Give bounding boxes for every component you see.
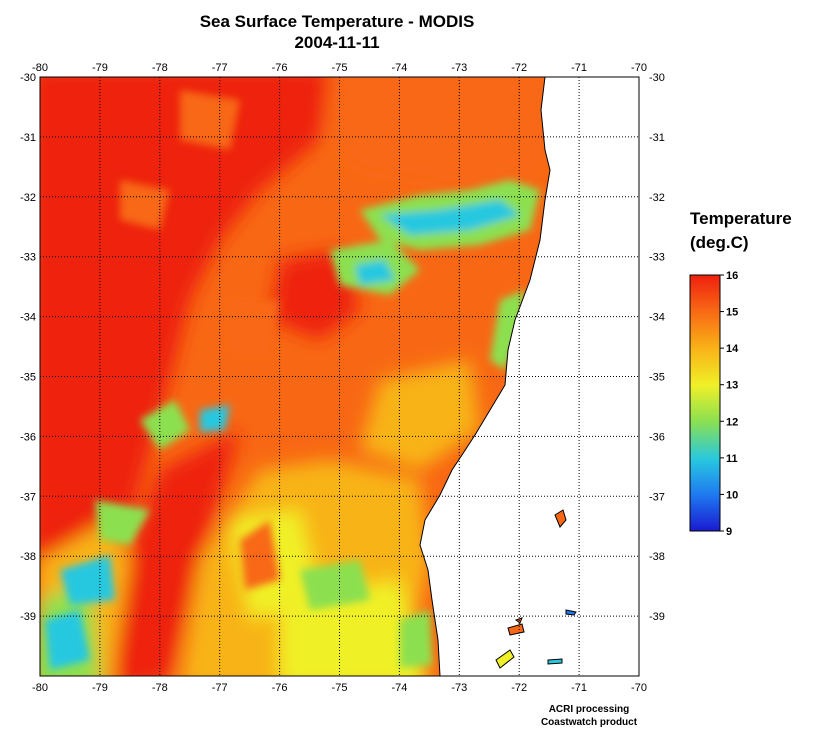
colorbar-tick-label: 14 (726, 343, 739, 355)
map-title: Sea Surface Temperature - MODIS (200, 12, 475, 31)
lon-tick-label: -71 (571, 62, 587, 74)
lat-tick-label: -33 (20, 252, 36, 264)
lon-tick-label: -75 (332, 62, 348, 74)
lat-tick-label: -34 (20, 312, 36, 324)
lon-tick-label: -70 (631, 62, 647, 74)
lon-tick-label: -79 (92, 62, 108, 74)
lat-tick-label: -36 (20, 431, 36, 443)
lat-tick-label: -39 (20, 611, 36, 623)
graticule (40, 77, 639, 676)
lon-ticks-top: -80 -79 -78 -77 -76 -75 -74 -73 -72 -71 -70 (32, 62, 647, 74)
lat-tick-label: -33 (649, 252, 665, 264)
lat-tick-label: -32 (20, 192, 36, 204)
lat-tick-label: -31 (649, 132, 665, 144)
lon-tick-label: -77 (212, 62, 228, 74)
lat-tick-label: -37 (649, 491, 665, 503)
lon-tick-label: -74 (391, 682, 407, 694)
lon-ticks-bottom: -80 -79 -78 -77 -76 -75 -74 -73 -72 -71 -70 (32, 682, 647, 694)
lat-ticks-right: -30 -31 -32 -33 -34 -35 -36 -37 -38 -39 (649, 72, 665, 623)
island (507, 623, 525, 636)
lat-tick-label: -31 (20, 132, 36, 144)
colorbar-tick-label: 12 (726, 416, 738, 428)
lat-tick-label: -34 (649, 312, 665, 324)
lon-tick-label: -70 (631, 682, 647, 694)
island (547, 658, 563, 665)
lat-tick-label: -32 (649, 192, 665, 204)
lat-tick-label: -39 (649, 611, 665, 623)
lon-tick-label: -73 (451, 62, 467, 74)
lon-tick-label: -79 (92, 682, 108, 694)
colorbar-tick-label: 13 (726, 380, 738, 392)
map-date: 2004-11-11 (294, 33, 379, 52)
lon-tick-label: -71 (571, 682, 587, 694)
lon-tick-label: -78 (152, 682, 168, 694)
lon-tick-label: -76 (272, 682, 288, 694)
lon-tick-label: -77 (212, 682, 228, 694)
colorbar-tick-label: 9 (726, 526, 732, 538)
colorbar-tick-label: 10 (726, 489, 738, 501)
lon-tick-label: -78 (152, 62, 168, 74)
island (495, 649, 515, 669)
credit-processing: ACRI processing (549, 704, 630, 715)
lon-tick-label: -80 (32, 682, 48, 694)
lon-tick-label: -80 (32, 62, 48, 74)
lat-tick-label: -35 (20, 372, 36, 384)
colorbar-units: (deg.C) (690, 233, 749, 252)
colorbar-tick-label: 15 (726, 307, 738, 319)
colorbar-tick-label: 11 (726, 453, 738, 465)
lon-tick-label: -73 (451, 682, 467, 694)
colorbar-tick-label: 16 (726, 270, 738, 282)
island (565, 609, 577, 616)
colorbar-title: Temperature (690, 209, 792, 228)
lat-tick-label: -30 (649, 72, 665, 84)
map-frame (39, 76, 640, 677)
lon-tick-label: -72 (511, 62, 527, 74)
lat-tick-label: -37 (20, 491, 36, 503)
lat-tick-label: -30 (20, 72, 36, 84)
lon-tick-label: -75 (332, 682, 348, 694)
lat-tick-label: -35 (649, 372, 665, 384)
island (554, 509, 567, 528)
lat-tick-label: -38 (20, 551, 36, 563)
credit-product: Coastwatch product (541, 717, 638, 728)
colorbar (689, 274, 721, 532)
lat-ticks-left: -30 -31 -32 -33 -34 -35 -36 -37 -38 -39 (20, 72, 36, 623)
lon-tick-label: -74 (391, 62, 407, 74)
lon-tick-label: -72 (511, 682, 527, 694)
lon-tick-label: -76 (272, 62, 288, 74)
lat-tick-label: -38 (649, 551, 665, 563)
lat-tick-label: -36 (649, 431, 665, 443)
colorbar-ticks: 16 15 14 13 12 11 10 9 (720, 270, 739, 538)
